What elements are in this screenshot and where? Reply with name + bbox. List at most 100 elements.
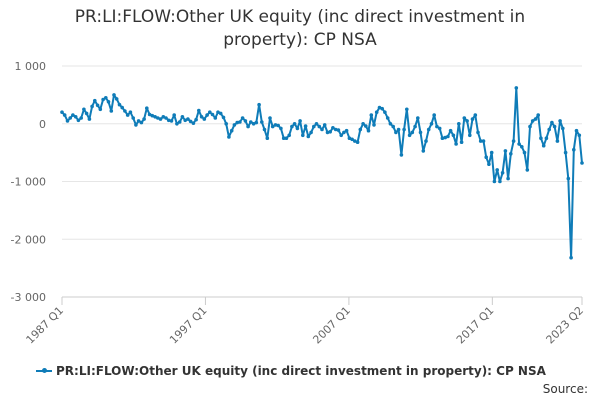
data-point[interactable] — [60, 110, 64, 114]
data-point[interactable] — [281, 136, 286, 140]
legend[interactable]: PR:LI:FLOW:Other UK equity (inc direct i… — [36, 364, 546, 378]
data-point[interactable] — [525, 168, 530, 172]
data-point[interactable] — [399, 153, 404, 157]
data-point[interactable] — [358, 127, 363, 132]
data-point[interactable] — [418, 130, 423, 135]
data-point[interactable] — [563, 150, 568, 155]
data-point[interactable] — [106, 100, 111, 104]
data-point[interactable] — [76, 118, 81, 123]
data-point[interactable] — [218, 111, 223, 116]
data-point[interactable] — [284, 136, 289, 140]
data-point[interactable] — [342, 130, 346, 135]
data-point[interactable] — [145, 106, 149, 110]
data-point[interactable] — [114, 97, 119, 101]
data-point[interactable] — [361, 122, 365, 126]
data-point[interactable] — [210, 112, 215, 117]
data-point[interactable] — [186, 117, 190, 121]
data-point[interactable] — [443, 135, 448, 140]
data-point[interactable] — [254, 120, 259, 125]
data-point[interactable] — [347, 136, 352, 140]
data-point[interactable] — [301, 133, 305, 138]
data-point[interactable] — [260, 120, 264, 124]
data-point[interactable] — [270, 124, 275, 129]
data-point[interactable] — [232, 123, 237, 127]
data-point[interactable] — [487, 162, 491, 166]
data-point[interactable] — [175, 122, 179, 126]
data-point[interactable] — [369, 113, 374, 117]
data-point[interactable] — [514, 86, 519, 90]
data-point[interactable] — [503, 149, 508, 153]
data-point[interactable] — [292, 122, 297, 126]
data-point[interactable] — [394, 130, 398, 135]
data-point[interactable] — [416, 116, 420, 120]
data-point[interactable] — [517, 142, 521, 146]
data-point[interactable] — [353, 139, 357, 143]
data-point[interactable] — [205, 113, 209, 117]
data-point[interactable] — [90, 104, 94, 109]
data-point[interactable] — [391, 124, 396, 129]
data-point[interactable] — [172, 113, 176, 117]
data-point[interactable] — [117, 102, 122, 107]
data-point[interactable] — [580, 161, 584, 165]
data-point[interactable] — [156, 116, 160, 120]
data-point[interactable] — [530, 119, 535, 123]
data-point[interactable] — [495, 168, 500, 172]
data-point[interactable] — [454, 142, 458, 146]
data-point[interactable] — [235, 120, 239, 125]
data-point[interactable] — [561, 126, 565, 131]
data-point[interactable] — [344, 128, 349, 133]
data-point[interactable] — [426, 127, 431, 132]
data-point[interactable] — [320, 127, 324, 132]
data-point[interactable] — [287, 133, 292, 138]
data-point[interactable] — [202, 117, 207, 121]
data-point[interactable] — [150, 113, 155, 118]
data-point[interactable] — [566, 176, 571, 181]
data-point[interactable] — [191, 121, 196, 125]
data-point[interactable] — [465, 119, 469, 123]
data-point[interactable] — [555, 139, 560, 143]
data-point[interactable] — [558, 119, 562, 123]
data-point[interactable] — [405, 107, 409, 112]
data-point[interactable] — [429, 122, 434, 126]
data-point[interactable] — [306, 134, 311, 139]
data-point[interactable] — [478, 139, 483, 143]
data-point[interactable] — [142, 117, 146, 121]
data-point[interactable] — [224, 122, 228, 126]
data-point[interactable] — [421, 149, 426, 153]
data-point[interactable] — [547, 127, 551, 132]
data-point[interactable] — [462, 116, 467, 120]
data-point[interactable] — [328, 130, 333, 134]
data-point[interactable] — [240, 116, 245, 120]
data-point[interactable] — [238, 120, 242, 124]
data-point[interactable] — [552, 124, 557, 129]
data-point[interactable] — [208, 110, 212, 114]
data-point[interactable] — [131, 116, 135, 120]
data-point[interactable] — [380, 106, 385, 111]
data-point[interactable] — [197, 108, 201, 113]
data-point[interactable] — [199, 115, 204, 119]
data-point[interactable] — [374, 110, 379, 114]
data-point[interactable] — [276, 123, 281, 128]
data-point[interactable] — [522, 150, 527, 155]
data-point[interactable] — [413, 124, 417, 129]
data-point[interactable] — [536, 113, 540, 117]
data-point[interactable] — [388, 122, 393, 126]
data-point[interactable] — [169, 119, 174, 123]
data-point[interactable] — [79, 116, 83, 120]
data-point[interactable] — [177, 120, 182, 124]
data-point[interactable] — [377, 105, 382, 110]
data-point[interactable] — [317, 124, 322, 129]
data-point[interactable] — [446, 134, 450, 139]
data-point[interactable] — [153, 115, 157, 119]
data-point[interactable] — [139, 120, 144, 125]
data-point[interactable] — [136, 119, 141, 123]
data-point[interactable] — [355, 140, 360, 144]
data-point[interactable] — [112, 93, 116, 97]
data-point[interactable] — [158, 117, 163, 121]
data-point[interactable] — [290, 124, 294, 129]
data-point[interactable] — [303, 124, 308, 128]
data-point[interactable] — [470, 117, 475, 121]
data-point[interactable] — [489, 150, 494, 155]
data-point[interactable] — [468, 133, 472, 138]
data-point[interactable] — [279, 126, 283, 131]
